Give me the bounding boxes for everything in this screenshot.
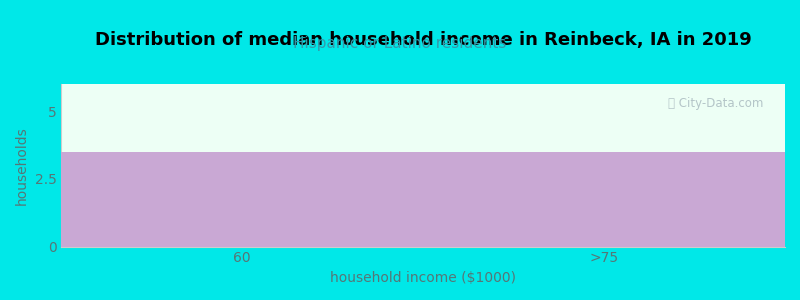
Bar [423,152,785,247]
Y-axis label: households: households [15,126,29,205]
Bar [62,152,423,247]
Text: ⓘ City-Data.com: ⓘ City-Data.com [668,97,763,110]
X-axis label: household income ($1000): household income ($1000) [330,271,516,285]
Text: Hispanic or Latino residents: Hispanic or Latino residents [294,36,506,51]
Title: Distribution of median household income in Reinbeck, IA in 2019: Distribution of median household income … [94,31,751,49]
